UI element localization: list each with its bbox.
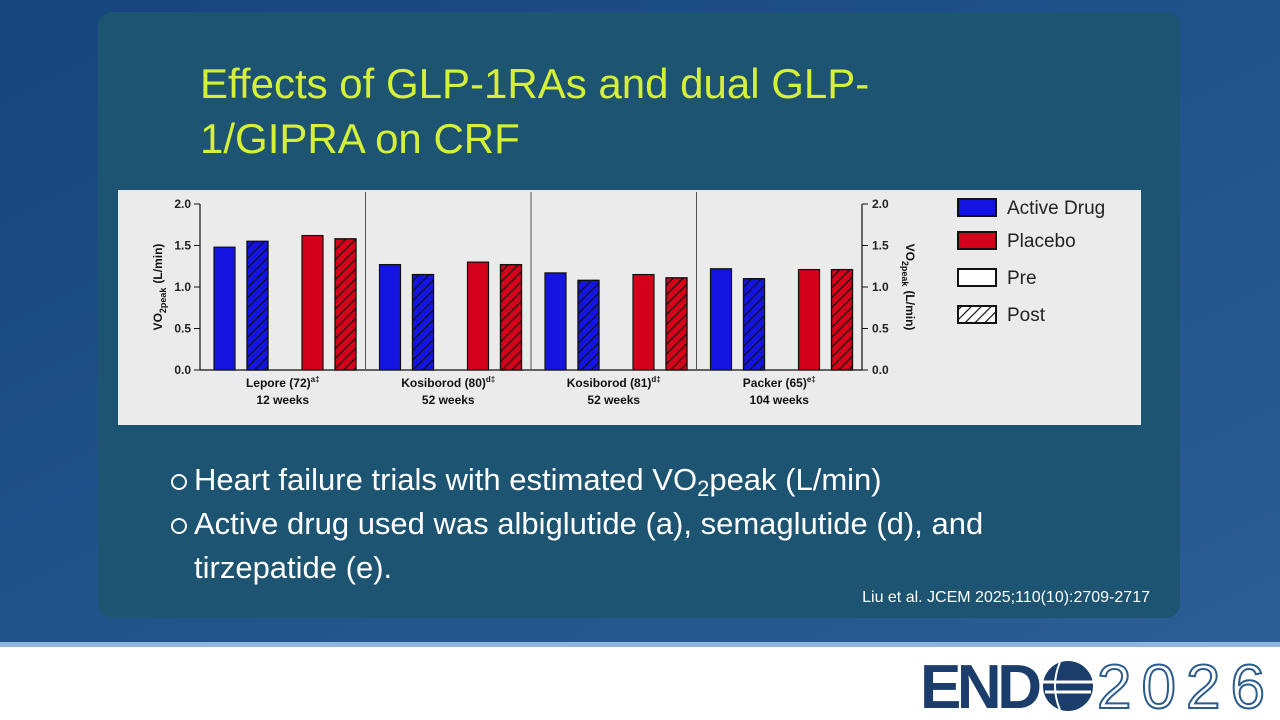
- bullet-text: Heart failure trials with estimated VO2p…: [194, 458, 882, 502]
- slide-title: Effects of GLP-1RAs and dual GLP-1/GIPRA…: [200, 60, 870, 162]
- y2-tick-label: 1.5: [872, 239, 889, 253]
- legend-swatch: [957, 231, 997, 250]
- bar: [213, 246, 236, 371]
- y-tick-label: 2.0: [174, 197, 191, 211]
- bar-hatch: [334, 238, 357, 371]
- category-sup: d‡: [486, 375, 495, 384]
- x-tick-label: Lepore (72)a‡: [246, 375, 320, 390]
- axis-title-sub: 2peak: [900, 261, 910, 288]
- bullet-list: Heart failure trials with estimated VO2p…: [170, 458, 1130, 590]
- category-duration: 12 weeks: [256, 393, 309, 407]
- y-tick-label: 0.5: [174, 322, 191, 336]
- category-name: Packer (65): [743, 376, 807, 390]
- axis-title-main: VO: [151, 313, 165, 330]
- y-tick-label: 0.0: [174, 363, 191, 377]
- legend-label: Placebo: [1007, 231, 1076, 252]
- axis-title-unit: (L/min): [903, 290, 917, 330]
- bullet: Active drug used was albiglutide (a), se…: [170, 502, 1130, 590]
- x-tick-label: Packer (65)e‡: [743, 375, 816, 390]
- y2-tick-label: 1.0: [872, 280, 889, 294]
- x-tick-label: Kosiborod (80)d‡: [401, 375, 495, 390]
- y-tick-label: 1.0: [174, 280, 191, 294]
- bar: [632, 273, 655, 371]
- bar-hatch: [665, 277, 688, 371]
- category-sup: d‡: [651, 375, 660, 384]
- axis-title: VO2peak (L/min): [151, 244, 168, 331]
- bullet-marker: [171, 474, 187, 490]
- legend-label: Pre: [1007, 268, 1037, 289]
- axis-title-sub: 2peak: [158, 287, 168, 314]
- bar: [709, 268, 733, 371]
- legend-swatch: [957, 268, 997, 287]
- y-tick-label: 1.5: [174, 239, 191, 253]
- subscript: 2: [697, 476, 710, 501]
- bar: [797, 268, 821, 371]
- category-duration: 52 weeks: [587, 393, 640, 407]
- legend-hatch: [957, 305, 997, 324]
- footer-stripe: [0, 642, 1280, 647]
- bullet: Heart failure trials with estimated VO2p…: [170, 458, 1130, 502]
- y2-tick-label: 2.0: [872, 197, 889, 211]
- category-sup: a‡: [311, 375, 320, 384]
- bar: [466, 261, 490, 371]
- axis-title: VO2peak (L/min): [900, 244, 917, 331]
- category-name: Kosiborod (80): [401, 376, 486, 390]
- bar: [378, 263, 402, 371]
- logo-bold: END: [920, 653, 1042, 720]
- bullet-text: Active drug used was albiglutide (a), se…: [194, 506, 984, 585]
- bar-hatch: [742, 278, 766, 371]
- bar-hatch: [499, 263, 523, 371]
- text: Heart failure trials with estimated VO: [194, 462, 698, 497]
- bar-hatch: [246, 240, 269, 371]
- legend-swatch: [957, 198, 997, 217]
- bar-hatch: [830, 268, 854, 371]
- category-sup: e‡: [807, 375, 816, 384]
- y2-tick-label: 0.0: [872, 363, 889, 377]
- plot: 0.00.51.01.52.00.00.51.01.52.0VO2peak(L/…: [151, 192, 1105, 407]
- logo-globe: [1043, 661, 1093, 711]
- bar-hatch: [577, 279, 600, 371]
- axis-title-unit: (L/min): [151, 244, 165, 284]
- x-tick-label: Kosiborod (81)d‡: [567, 375, 661, 390]
- category-name: Kosiborod (81): [567, 376, 652, 390]
- citation: Liu et al. JCEM 2025;110(10):2709-2717: [862, 589, 1150, 606]
- category-duration: 52 weeks: [422, 393, 475, 407]
- bar: [301, 234, 324, 371]
- bar: [544, 272, 567, 371]
- legend-label: Active Drug: [1007, 198, 1105, 219]
- bullet-marker: [171, 518, 187, 534]
- bar-hatch: [411, 273, 435, 371]
- text: peak (L/min): [709, 462, 882, 497]
- y2-tick-label: 0.5: [872, 322, 889, 336]
- category-duration: 104 weeks: [750, 393, 810, 407]
- axis-title-main: VO: [903, 244, 917, 261]
- category-name: Lepore (72): [246, 376, 311, 390]
- legend-label: Post: [1007, 305, 1046, 326]
